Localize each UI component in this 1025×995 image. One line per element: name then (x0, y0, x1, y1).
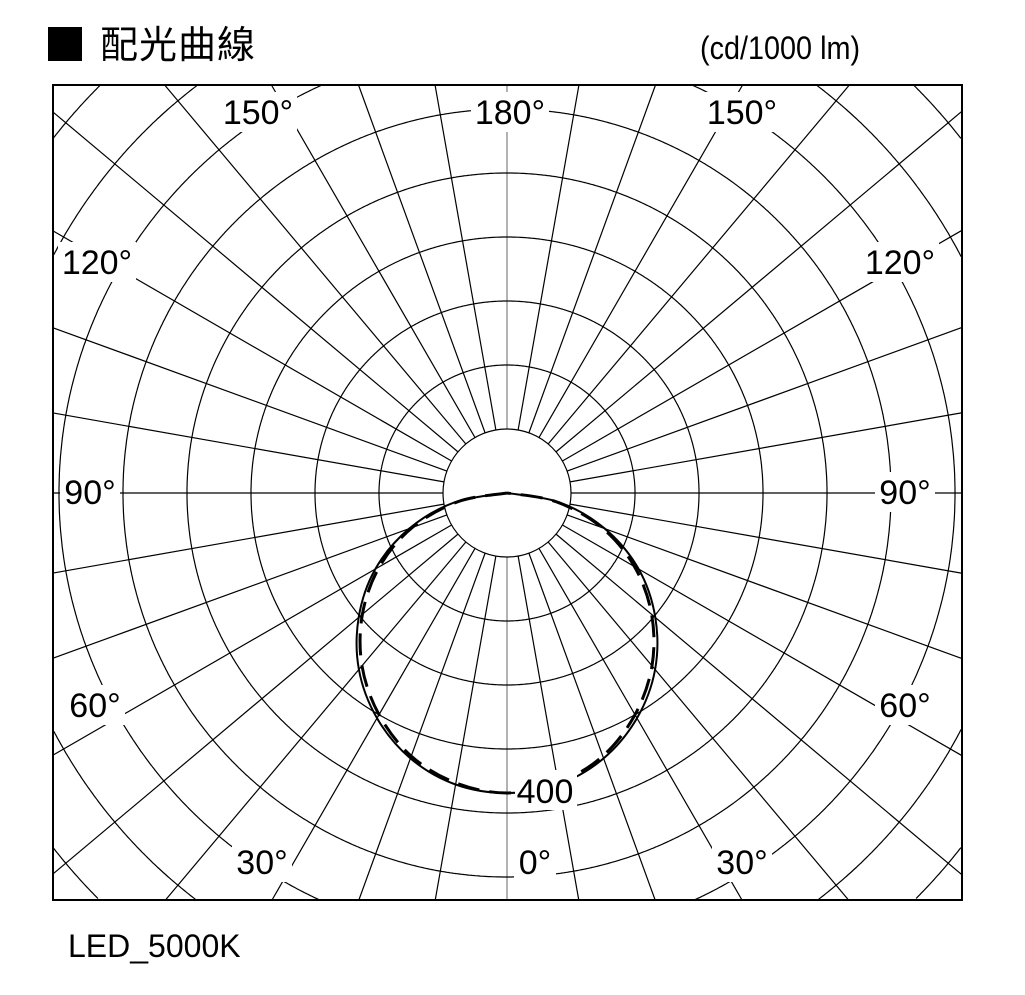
angle-label-bg (60, 472, 120, 512)
radial-line-100 (569, 412, 963, 483)
radial-line-190 (434, 84, 497, 431)
angle-label-bg (471, 92, 549, 132)
radial-line-260 (52, 412, 445, 483)
chart-title-text: 配光曲線 (100, 23, 257, 67)
angle-label-bg (875, 685, 935, 725)
ring-2 (378, 364, 636, 622)
radial-line-160 (528, 84, 657, 434)
plot-frame (52, 84, 963, 901)
radial-line-140 (547, 84, 850, 445)
square-bullet-icon (48, 27, 82, 61)
radial-line-320 (165, 541, 467, 901)
angle-label-bg (861, 242, 939, 282)
radial-line-10 (517, 555, 580, 901)
radial-line-130 (555, 110, 963, 453)
angle-label-30: 30° (716, 844, 767, 882)
angle-label-60: 60° (879, 687, 930, 725)
radial-line-230 (52, 111, 459, 453)
angle-label-120: 120° (865, 244, 935, 282)
radial-line-330 (271, 548, 476, 901)
angle-label-60: 60° (69, 687, 120, 725)
ring-9 (52, 85, 962, 899)
radial-line-350 (434, 555, 497, 901)
angle-label-bg (219, 92, 297, 132)
curve-dashed (358, 491, 656, 795)
angle-label-90: 90° (879, 474, 930, 512)
angle-label-30: 30° (236, 844, 287, 882)
angle-label-0: 0° (519, 844, 552, 882)
radial-line-250 (52, 327, 448, 472)
radial-line-220 (164, 84, 467, 445)
radial-line-30 (538, 548, 743, 901)
angle-label-150: 150° (707, 94, 777, 132)
angle-label-bg (232, 842, 292, 882)
angle-labels: 0° 30° 30° 60° 60° 90° 90° 120° 120° 150° 150° 180°… (58, 92, 939, 882)
radial-line-80 (569, 503, 963, 574)
radial-line-280 (52, 503, 445, 574)
radial-line-310 (52, 533, 459, 875)
chart-title: 配光曲線 (48, 14, 256, 69)
curves (355, 491, 659, 795)
ring-6 (122, 108, 892, 878)
angle-label-90: 90° (64, 474, 115, 512)
radial-line-110 (566, 326, 963, 472)
radial-line-20 (528, 552, 656, 901)
radial-line-340 (358, 552, 486, 901)
angle-label-bg (58, 242, 136, 282)
scale-label-400: 400 (517, 773, 574, 811)
angle-label-bg (703, 92, 781, 132)
radial-line-70 (566, 514, 963, 660)
ring-5 (186, 172, 828, 814)
scale-label-bg (515, 770, 577, 810)
radial-line-290 (52, 514, 448, 659)
angle-label-120: 120° (62, 244, 132, 282)
radial-line-210 (270, 84, 476, 438)
unit-label: (cd/1000 lm) (700, 30, 861, 66)
ring-3 (314, 300, 700, 686)
radial-line-40 (547, 541, 849, 901)
radial-line-50 (555, 533, 963, 876)
ring-8 (53, 84, 962, 900)
angle-label-bg (65, 685, 125, 725)
angle-label-180: 180° (475, 94, 545, 132)
angle-label-bg (712, 842, 772, 882)
angle-label-bg (514, 842, 556, 882)
radial-line-150 (538, 84, 744, 438)
angle-label-bg (875, 472, 935, 512)
angle-label-150: 150° (223, 94, 293, 132)
radial-line-170 (517, 84, 580, 431)
radial-line-200 (357, 84, 486, 434)
lamp-label: LED_5000K (68, 928, 241, 964)
